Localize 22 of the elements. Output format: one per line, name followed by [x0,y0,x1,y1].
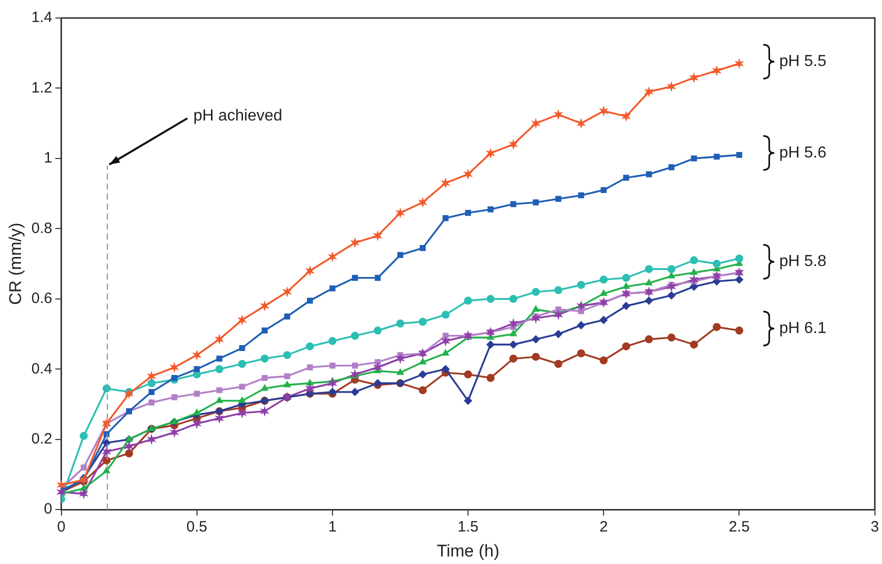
x-tick-label: 0 [57,518,66,536]
y-tick-label: 0.6 [31,290,52,308]
y-tick-label: 0.8 [31,220,52,237]
x-tick-label: 3 [870,518,879,536]
annotation: pH 5.5 [779,53,826,70]
annotation: pH 5.8 [779,253,826,270]
x-axis-title: Time (h) [436,541,500,560]
x-tick-label: 0.5 [186,518,208,536]
y-axis-title: CR (mm/y) [6,222,25,305]
y-tick-label: 0.4 [31,360,52,378]
y-tick-label: 1.2 [31,79,52,96]
annotation: pH 5.6 [779,144,826,162]
x-tick-label: 2 [599,518,608,536]
y-tick-label: 1 [44,150,52,167]
annotation: pH 6.1 [779,320,826,337]
x-tick-label: 1 [328,518,337,536]
y-tick-label: 0.2 [31,430,52,448]
x-tick-label: 1.5 [458,518,478,536]
y-tick-label: 0 [44,500,52,518]
ref-line-label: pH achieved [193,108,282,125]
x-tick-label: 2.5 [728,518,750,536]
y-tick-label: 1.4 [31,9,52,26]
